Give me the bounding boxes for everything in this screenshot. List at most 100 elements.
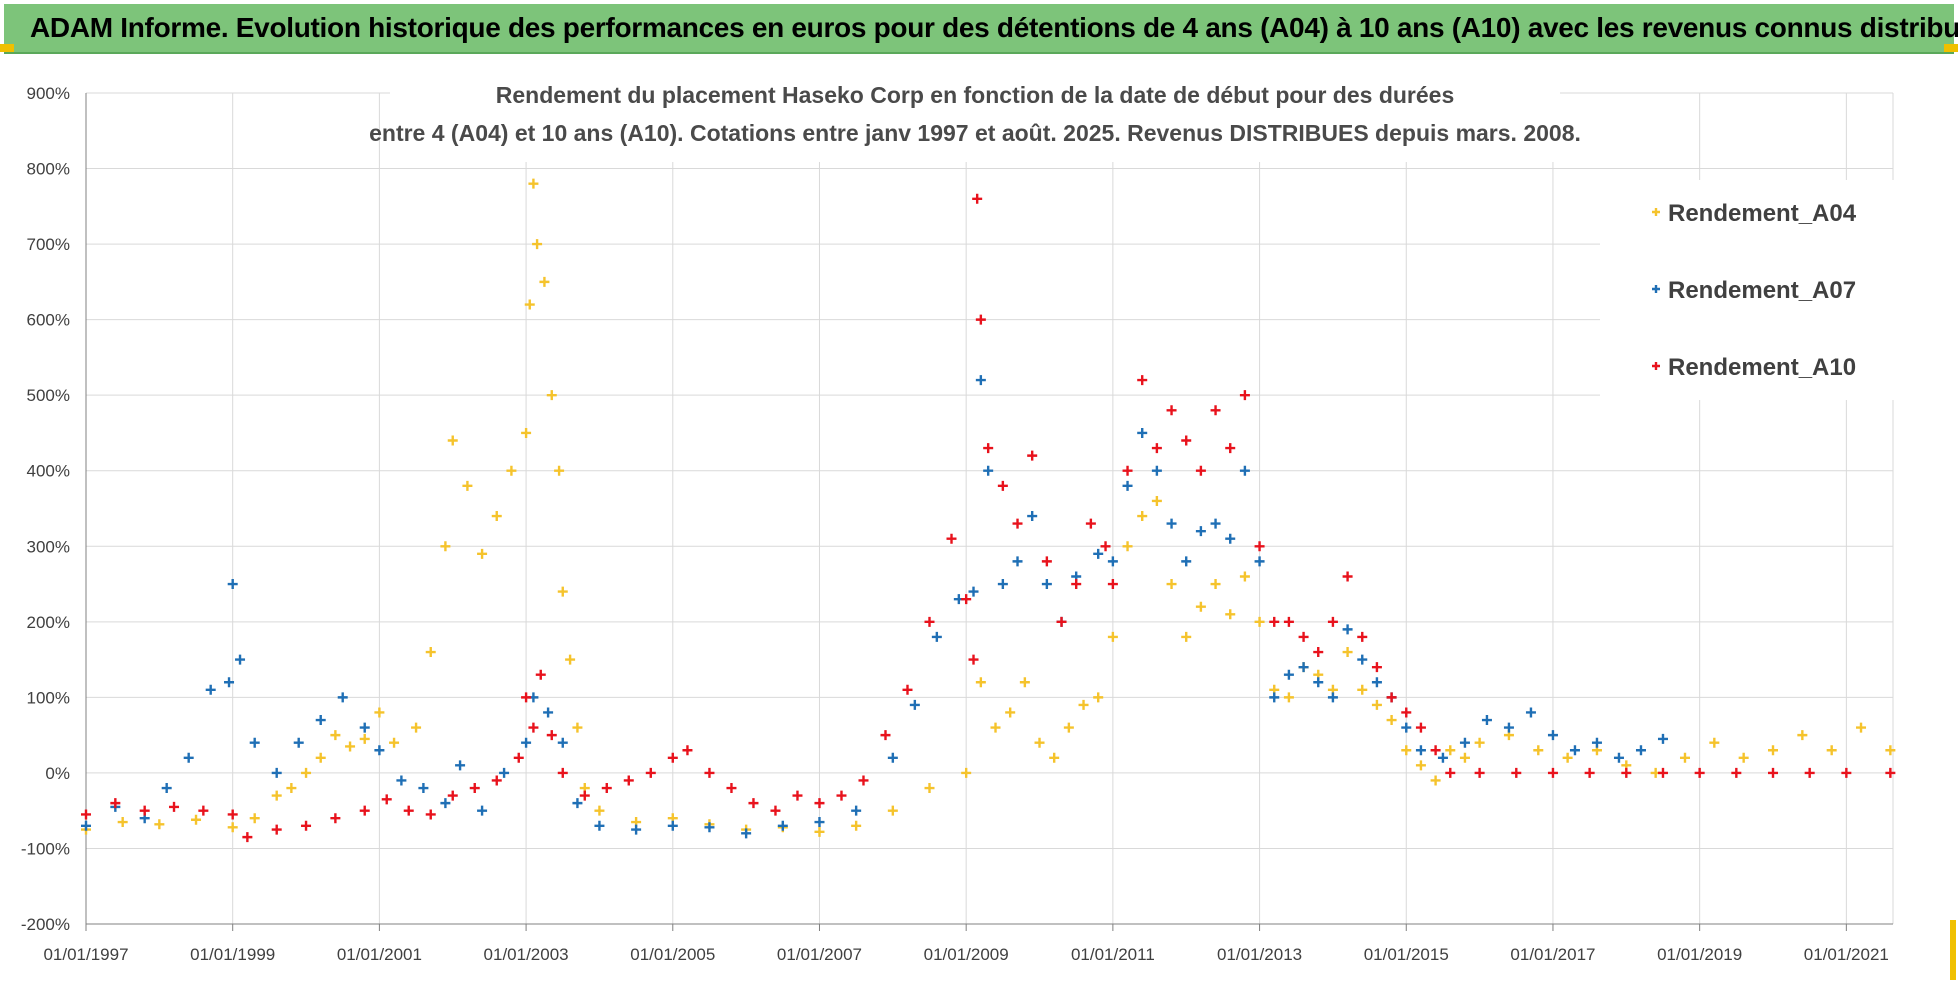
- data-point: [1269, 692, 1280, 703]
- data-point: [440, 541, 451, 552]
- data-point: [81, 809, 91, 820]
- data-point: [1225, 609, 1236, 620]
- data-point: [1195, 601, 1206, 612]
- data-point: [535, 669, 546, 680]
- data-point: [1041, 579, 1052, 590]
- data-point: [81, 820, 91, 831]
- data-point: [1027, 511, 1038, 522]
- data-point: [1401, 707, 1412, 718]
- data-marks: [81, 178, 1896, 843]
- data-point: [704, 822, 715, 833]
- data-point: [594, 805, 605, 816]
- data-point: [667, 752, 678, 763]
- data-point: [1210, 579, 1221, 590]
- data-point: [887, 805, 898, 816]
- data-point: [726, 783, 737, 794]
- data-point: [543, 707, 554, 718]
- data-point: [1357, 631, 1368, 642]
- data-point: [1027, 450, 1038, 461]
- data-point: [1481, 715, 1492, 726]
- data-point: [1327, 692, 1338, 703]
- data-point: [513, 752, 524, 763]
- data-point: [1151, 495, 1162, 506]
- data-point: [440, 798, 451, 809]
- data-point: [110, 798, 121, 809]
- data-point: [851, 820, 862, 831]
- data-point: [1195, 465, 1206, 476]
- data-point: [1415, 745, 1426, 756]
- data-point: [924, 783, 935, 794]
- y-tick-label: -100%: [21, 839, 70, 858]
- data-point: [117, 817, 128, 828]
- data-point: [1063, 722, 1074, 733]
- x-tick-label: 01/01/2017: [1510, 945, 1595, 964]
- data-point: [528, 178, 539, 189]
- data-point: [557, 586, 568, 597]
- data-point: [169, 801, 180, 812]
- data-point: [997, 579, 1008, 590]
- data-point: [359, 722, 370, 733]
- y-tick-label: 400%: [27, 462, 70, 481]
- title-background: [390, 72, 1560, 162]
- data-point: [1298, 631, 1309, 642]
- data-point: [521, 737, 532, 748]
- data-point: [271, 790, 282, 801]
- y-tick-label: 800%: [27, 160, 70, 179]
- data-point: [477, 805, 488, 816]
- legend-marker: [1652, 208, 1660, 216]
- data-point: [1298, 662, 1309, 673]
- data-point: [1357, 654, 1368, 665]
- legend-background: [1600, 180, 1900, 400]
- data-point: [1709, 737, 1720, 748]
- x-tick-label: 01/01/1999: [190, 945, 275, 964]
- y-tick-label: -200%: [21, 915, 70, 934]
- data-point: [359, 805, 370, 816]
- data-point: [1012, 518, 1023, 529]
- y-tick-label: 700%: [27, 235, 70, 254]
- data-point: [924, 616, 935, 627]
- chart-title-line-2: entre 4 (A04) et 10 ans (A10). Cotations…: [369, 120, 1581, 146]
- y-tick-label: 900%: [27, 84, 70, 103]
- series-Rendement_A04: [81, 178, 1896, 837]
- data-point: [1613, 752, 1624, 763]
- data-point: [242, 832, 253, 843]
- data-point: [990, 722, 1001, 733]
- data-point: [557, 767, 568, 778]
- data-point: [704, 767, 715, 778]
- data-point: [1071, 579, 1082, 590]
- data-point: [1856, 722, 1867, 733]
- data-point: [931, 631, 942, 642]
- data-point: [491, 511, 502, 522]
- data-point: [227, 579, 238, 590]
- y-tick-label: 600%: [27, 311, 70, 330]
- data-point: [983, 465, 994, 476]
- data-point: [1621, 767, 1632, 778]
- data-point: [682, 745, 693, 756]
- data-point: [359, 733, 370, 744]
- corner-marker-top-left: [0, 44, 14, 52]
- data-point: [1283, 616, 1294, 627]
- data-point: [645, 767, 656, 778]
- data-point: [909, 699, 920, 710]
- data-point: [418, 783, 429, 794]
- legend-label: Rendement_A04: [1668, 200, 1857, 227]
- corner-marker-top-right: [1944, 44, 1958, 52]
- x-tick-label: 01/01/2011: [1071, 945, 1155, 964]
- data-point: [557, 737, 568, 748]
- data-point: [968, 654, 979, 665]
- data-point: [374, 745, 385, 756]
- data-point: [499, 767, 510, 778]
- data-point: [1254, 556, 1265, 567]
- data-point: [1804, 767, 1815, 778]
- data-point: [191, 814, 202, 825]
- data-point: [975, 677, 986, 688]
- data-point: [1107, 556, 1118, 567]
- data-point: [814, 817, 825, 828]
- data-point: [1049, 752, 1060, 763]
- data-point: [1569, 745, 1580, 756]
- x-tick-label: 01/01/2007: [777, 945, 862, 964]
- x-tick-label: 01/01/2005: [630, 945, 715, 964]
- data-point: [887, 752, 898, 763]
- data-point: [1371, 677, 1382, 688]
- data-point: [1100, 541, 1111, 552]
